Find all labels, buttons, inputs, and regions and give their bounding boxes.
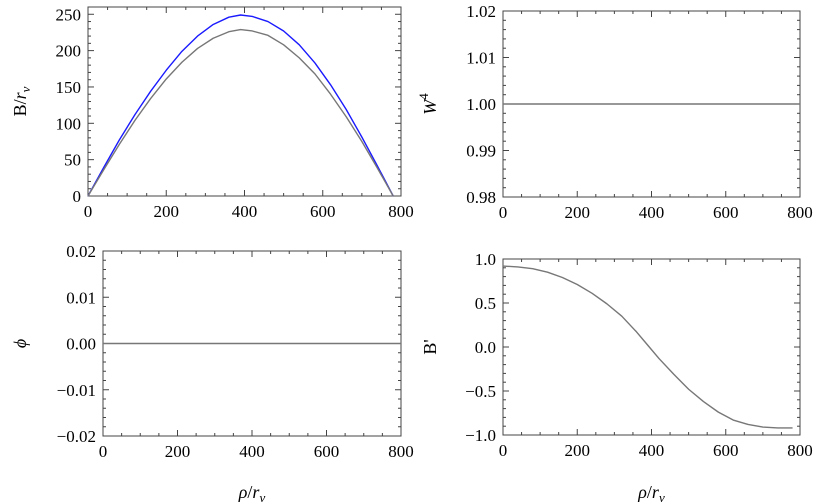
x-tick-label: 200 — [165, 442, 191, 461]
x-tick-label: 800 — [388, 202, 414, 221]
x-tick-label: 600 — [713, 441, 739, 460]
x-tick-label: 800 — [787, 203, 813, 222]
y-tick-label: 0.00 — [66, 335, 96, 354]
y-tick-label: 1.0 — [475, 250, 496, 269]
y-tick-label: 1.01 — [466, 49, 496, 68]
y-tick-label: 0.98 — [466, 188, 496, 207]
y-axis-label: ϕ — [10, 339, 30, 348]
x-tick-label: 0 — [499, 441, 508, 460]
y-tick-label: −0.01 — [57, 381, 96, 400]
y-tick-label: 0.0 — [475, 338, 496, 357]
x-tick-label: 200 — [565, 441, 591, 460]
y-tick-label: 0.99 — [466, 142, 496, 161]
y-tick-label: 1.02 — [466, 2, 496, 21]
y-tick-label: −0.5 — [465, 382, 496, 401]
y-axis-label: W4 — [416, 93, 440, 115]
x-axis-label: ρ/rv — [637, 482, 665, 504]
series-line-1 — [502, 265, 793, 429]
y-tick-label: 150 — [56, 78, 82, 97]
y-axis-label: B' — [420, 339, 440, 354]
x-tick-label: 0 — [84, 202, 93, 221]
y-tick-label: −0.02 — [57, 427, 96, 446]
plot-frame — [502, 258, 801, 436]
plot-panel-3: 0 200 400 600 800 −0.02 −0.01 0.00 0.01 0.02 ϕ ρ/rv — [10, 242, 414, 504]
x-tick-label: 200 — [154, 202, 180, 221]
x-tick-label: 400 — [639, 203, 665, 222]
plot-panel-2: 0 200 400 600 800 0.98 0.99 1.00 1.01 1.02 W4 — [416, 2, 813, 222]
y-tick-label: −1.0 — [465, 426, 496, 445]
y-tick-label: 1.00 — [466, 95, 496, 114]
x-tick-label: 600 — [314, 442, 340, 461]
x-tick-label: 400 — [239, 442, 265, 461]
x-tick-label: 800 — [388, 442, 414, 461]
y-axis-label: B/rv — [10, 86, 33, 116]
x-tick-label: 800 — [787, 441, 813, 460]
x-tick-label: 400 — [232, 202, 258, 221]
y-tick-label: 50 — [64, 151, 81, 170]
plot-panel-4: 0 200 400 600 800 −1.0 −0.5 0.0 0.5 1.0 B' ρ/rv — [420, 250, 813, 504]
y-tick-label: 0.01 — [66, 288, 96, 307]
x-tick-label: 0 — [499, 203, 508, 222]
y-tick-label: 0.5 — [475, 294, 496, 313]
series-line-2 — [87, 28, 394, 197]
x-tick-label: 400 — [639, 441, 665, 460]
plot-panel-1: 0 200 400 600 800 0 50 100 150 200 250 B/rv — [10, 5, 414, 221]
plot-frame — [87, 6, 402, 197]
y-tick-label: 0.02 — [66, 242, 96, 261]
y-tick-label: 100 — [56, 114, 82, 133]
x-tick-label: 200 — [565, 203, 591, 222]
y-tick-label: 0 — [73, 187, 82, 206]
y-tick-label: 250 — [56, 5, 82, 24]
y-tick-label: 200 — [56, 42, 82, 61]
x-tick-label: 600 — [310, 202, 336, 221]
x-tick-label: 0 — [99, 442, 108, 461]
series-line-1 — [87, 14, 394, 197]
x-tick-label: 600 — [713, 203, 739, 222]
x-axis-label: ρ/rv — [238, 482, 266, 504]
